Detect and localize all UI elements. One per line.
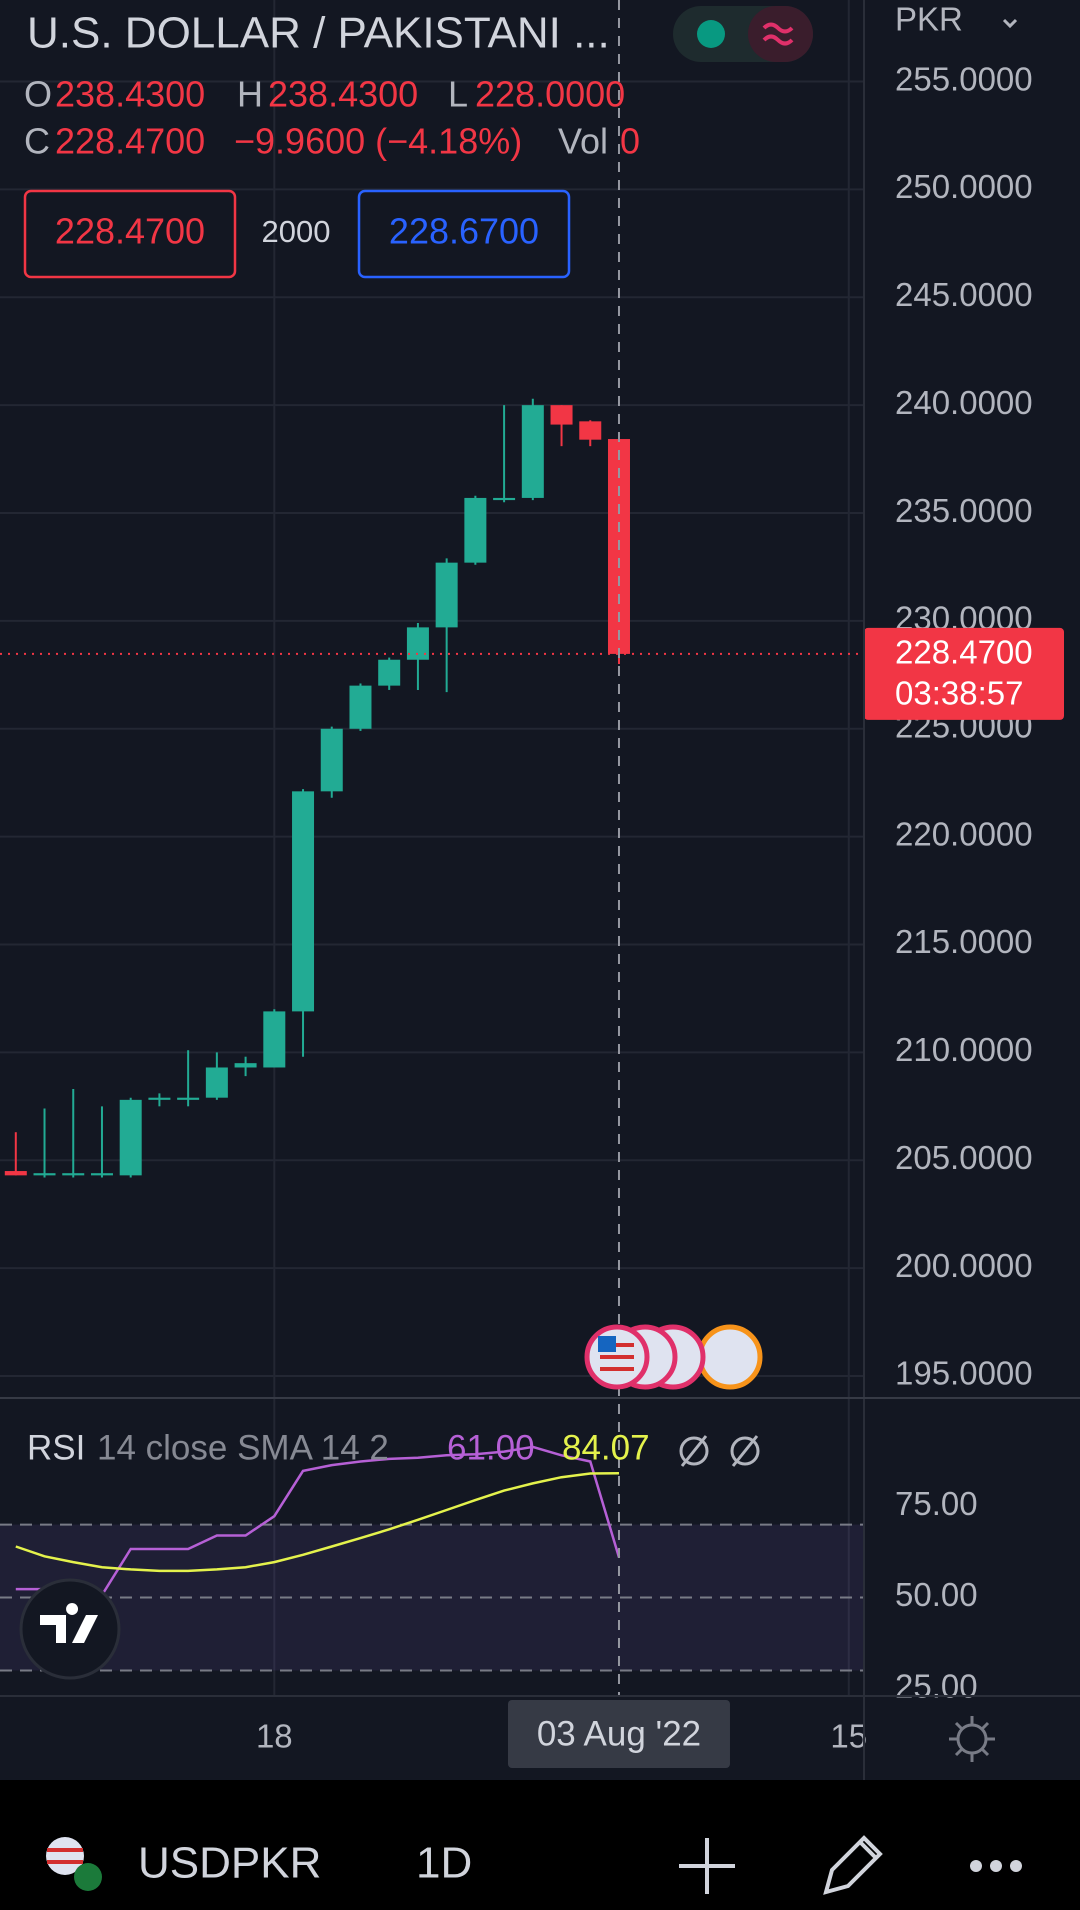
currency-chevron: [1002, 18, 1018, 29]
legend-value: 238.4300: [55, 74, 205, 115]
toolbar: [0, 1780, 1080, 1910]
rsi-line: [15, 1471, 620, 1573]
candle-body: [493, 497, 516, 501]
logo[interactable]: [19, 1578, 121, 1680]
candle-body: [205, 1067, 228, 1098]
crosshair-label: 03 Aug '22: [537, 1714, 701, 1753]
rsi-line: [15, 1445, 621, 1597]
last-price-tag: [864, 627, 1064, 720]
y-tick-label: 75.00: [895, 1485, 978, 1522]
legend-key: O: [24, 74, 52, 115]
candle-body: [550, 405, 573, 425]
buy-price[interactable]: 228.6700: [389, 211, 539, 252]
crosshair-label-box: [507, 1700, 730, 1768]
legend-key: L: [448, 74, 468, 115]
rsi-params: 14 close SMA 14 2: [97, 1428, 389, 1467]
candle-body: [349, 685, 372, 729]
legend-volume-key: Vol: [558, 121, 608, 162]
candle-body: [435, 562, 458, 628]
currency[interactable]: PKR: [895, 1, 963, 38]
candle-body: [579, 421, 602, 440]
last-price-label: 228.4700: [895, 634, 1033, 671]
candle-body: [234, 1063, 257, 1068]
y-tick-label: 245.0000: [895, 276, 1033, 313]
more-icon[interactable]: [970, 1860, 1022, 1872]
candle-body: [4, 1171, 27, 1176]
symbol-flag: [46, 1837, 84, 1875]
candle-body: [521, 405, 544, 498]
candle-body: [33, 1173, 56, 1176]
rsi-value: 61.00: [447, 1428, 535, 1467]
legend-value: 228.4700: [55, 121, 205, 162]
rsi-value: 84.07: [562, 1428, 650, 1467]
toolbar-symbol[interactable]: USDPKR: [138, 1839, 321, 1888]
x-tick-label: 18: [256, 1718, 293, 1755]
candle-body: [62, 1173, 85, 1176]
countdown: 03:38:57: [895, 675, 1023, 712]
buy-button[interactable]: [357, 189, 571, 279]
rsi-name: RSI: [27, 1428, 85, 1467]
event-flag[interactable]: [697, 1324, 763, 1390]
y-tick-label: 50.00: [895, 1576, 978, 1613]
settings-teeth: [949, 1716, 995, 1762]
candle-body: [263, 1011, 286, 1068]
y-tick-label: 195.0000: [895, 1355, 1033, 1392]
legend-change: −9.9600 (−4.18%): [234, 121, 522, 162]
candle-body: [119, 1099, 142, 1176]
settings-icon[interactable]: [956, 1723, 988, 1755]
flag-stripes: [47, 1848, 83, 1864]
symbol-flag-2: [74, 1863, 102, 1891]
candle-body: [320, 728, 343, 792]
candle-body: [464, 497, 487, 563]
x-tick-label: 15: [830, 1718, 867, 1755]
candle-body: [90, 1173, 113, 1176]
toolbar-interval[interactable]: 1D: [416, 1839, 472, 1888]
y-tick-label: 240.0000: [895, 384, 1033, 421]
y-tick-label: 205.0000: [895, 1139, 1033, 1176]
y-tick-label: 220.0000: [895, 815, 1033, 852]
spread: 2000: [262, 214, 331, 249]
logo-mark: [40, 1603, 98, 1643]
delay-pill: [748, 6, 813, 62]
candle-body: [148, 1097, 171, 1100]
y-tick-label: 215.0000: [895, 923, 1033, 960]
draw-icon[interactable]: [823, 1835, 883, 1895]
candle-body: [406, 627, 429, 660]
legend-key: H: [237, 74, 263, 115]
legend-value: 238.4300: [268, 74, 418, 115]
candle-body: [378, 659, 401, 686]
y-tick-label: 235.0000: [895, 492, 1033, 529]
flag-canton: [598, 1336, 616, 1352]
market-open-dot: [697, 20, 725, 48]
rsi-icons[interactable]: [679, 1435, 760, 1467]
symbol-title: U.S. DOLLAR / PAKISTANI ...: [27, 9, 610, 58]
sell-price[interactable]: 228.4700: [55, 211, 205, 252]
y-tick-label: 200.0000: [895, 1247, 1033, 1284]
y-tick-label: 250.0000: [895, 168, 1033, 205]
legend-key: C: [24, 121, 50, 162]
y-tick-label: 210.0000: [895, 1031, 1033, 1068]
delay-icon: [762, 22, 794, 46]
candle-body: [292, 791, 315, 1012]
candle-body: [177, 1097, 200, 1100]
legend-value: 228.0000: [475, 74, 625, 115]
sell-button[interactable]: [23, 189, 237, 279]
add-icon[interactable]: [679, 1838, 735, 1894]
y-tick-label: 255.0000: [895, 60, 1033, 97]
event-flags[interactable]: [584, 1324, 763, 1390]
y-tick-label: 25.00: [895, 1667, 978, 1704]
legend-volume: 0: [620, 121, 640, 162]
